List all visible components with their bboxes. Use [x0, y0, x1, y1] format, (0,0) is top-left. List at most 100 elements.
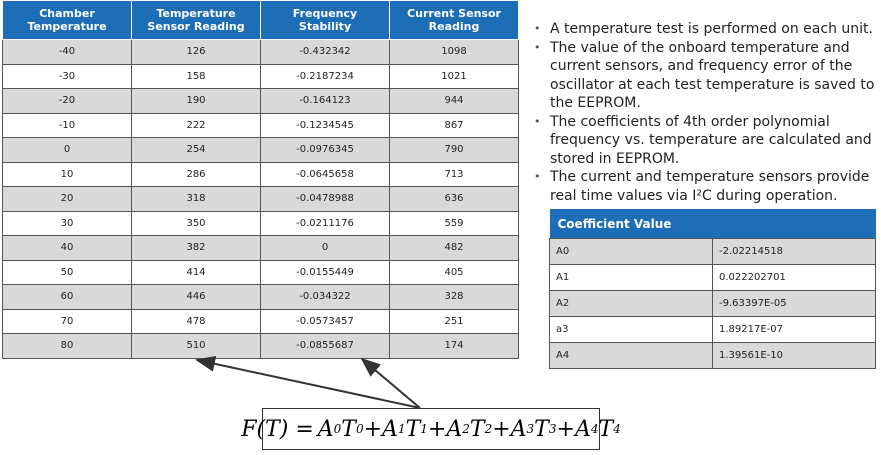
subscript: 4 [590, 422, 599, 436]
table-row: -30 158 -0.2187234 1021 [2, 63, 519, 89]
table-cell: 1021 [389, 63, 519, 89]
table-row: 60 446 -0.034322 328 [2, 284, 519, 310]
table-cell: 559 [389, 210, 519, 236]
table-cell: 328 [389, 284, 519, 310]
table-cell: 482 [389, 235, 519, 261]
arrow [195, 355, 421, 409]
data-table: Chamber Temperature Temperature Sensor Re… [2, 0, 519, 359]
table-cell: 713 [389, 161, 519, 187]
table-cell: 405 [389, 259, 519, 285]
table-cell: 174 [389, 333, 519, 359]
table-cell: 251 [389, 308, 519, 334]
formula-operator: + [427, 416, 447, 442]
table-cell: 50 [2, 259, 132, 285]
table-cell: 0 [260, 235, 390, 261]
formula-lhs: F(T) = [241, 416, 314, 442]
table-cell: 636 [389, 186, 519, 212]
variable: T [534, 416, 549, 442]
table-cell: 126 [131, 39, 261, 65]
formula-operator: + [492, 416, 511, 442]
coef-header: Coefficient Value [549, 209, 876, 239]
table-cell: -0.0211176 [260, 210, 390, 236]
formula-operator: + [556, 416, 575, 442]
coef-cell: 0.022202701 [712, 264, 876, 291]
table-cell: -20 [2, 88, 132, 114]
variable: T [341, 416, 356, 442]
subscript: 0 [333, 422, 342, 436]
table-row: 80 510 -0.0855687 174 [2, 333, 519, 359]
coef: A [510, 416, 527, 442]
coef-cell: -2.02214518 [712, 238, 876, 265]
table-row: 30 350 -0.0211176 559 [2, 210, 519, 236]
arrow [360, 357, 421, 409]
table-cell: 350 [131, 210, 261, 236]
table-row: -40 126 -0.432342 1098 [2, 39, 519, 65]
table-row: -20 190 -0.164123 944 [2, 88, 519, 114]
table-cell: -0.0855687 [260, 333, 390, 359]
coef-cell: 1.39561E-10 [712, 342, 876, 369]
coef-row: A2 -9.63397E-05 [549, 290, 876, 317]
bullet: A temperature test is performed on each … [534, 20, 879, 39]
table-cell: -0.164123 [260, 88, 390, 114]
superscript: 0 [355, 422, 364, 436]
coef-row: a3 1.89217E-07 [549, 316, 876, 343]
column-header: Chamber Temperature [2, 0, 132, 40]
variable: T [469, 416, 485, 442]
bullet: The coefficients of 4th order polynomial… [534, 113, 879, 169]
formula-operator: + [363, 416, 383, 442]
subscript: 1 [397, 422, 406, 436]
table-cell: 20 [2, 186, 132, 212]
coef-cell: -9.63397E-05 [712, 290, 876, 317]
formula: F(T) = A 0 T 0 + A 1 T 1 + A 2 T 2 + A 3 T 3 + A 4 T 4 [241, 408, 621, 450]
table-row: 40 382 0 482 [2, 235, 519, 261]
superscript: 3 [548, 422, 557, 436]
coef-row: A1 0.022202701 [549, 264, 876, 291]
table-cell: 510 [131, 333, 261, 359]
table-cell: 1098 [389, 39, 519, 65]
coef-cell: A2 [549, 290, 713, 317]
bullet: The current and temperature sensors prov… [534, 168, 879, 205]
table-cell: -0.2187234 [260, 63, 390, 89]
table-cell: 944 [389, 88, 519, 114]
table-cell: -0.0976345 [260, 137, 390, 163]
coef: A [382, 416, 398, 442]
subscript: 2 [462, 422, 470, 436]
variable: T [405, 416, 421, 442]
coef-cell: A1 [549, 264, 713, 291]
table-cell: 80 [2, 333, 132, 359]
table-cell: 446 [131, 284, 261, 310]
coef-cell: A4 [549, 342, 713, 369]
table-cell: 158 [131, 63, 261, 89]
table-cell: 222 [131, 112, 261, 138]
variable: T [598, 416, 614, 442]
table-cell: 70 [2, 308, 132, 334]
coef: A [317, 416, 334, 442]
column-header: Frequency Stability [260, 0, 390, 40]
table-cell: 0 [2, 137, 132, 163]
table-cell: 40 [2, 235, 132, 261]
column-header: Temperature Sensor Reading [131, 0, 261, 40]
coef: A [574, 416, 591, 442]
coefficient-table: Coefficient Value A0 -2.02214518 A1 0.022202… [549, 209, 876, 369]
superscript: 1 [420, 422, 428, 436]
column-header: Current Sensor Reading [389, 0, 519, 40]
superscript: 2 [484, 422, 493, 436]
subscript: 3 [526, 422, 535, 436]
table-row: 0 254 -0.0976345 790 [2, 137, 519, 163]
table-cell: 318 [131, 186, 261, 212]
table-row: 70 478 -0.0573457 251 [2, 308, 519, 334]
table-cell: -0.034322 [260, 284, 390, 310]
table-cell: -0.0478988 [260, 186, 390, 212]
superscript: 4 [613, 422, 621, 436]
coef-cell: A0 [549, 238, 713, 265]
bullet-list: A temperature test is performed on each … [534, 20, 879, 205]
table-cell: 254 [131, 137, 261, 163]
coef-row: A0 -2.02214518 [549, 238, 876, 265]
table-cell: -0.432342 [260, 39, 390, 65]
coef-cell: 1.89217E-07 [712, 316, 876, 343]
coef-row: A4 1.39561E-10 [549, 342, 876, 369]
table-row: 20 318 -0.0478988 636 [2, 186, 519, 212]
coef: A [446, 416, 463, 442]
